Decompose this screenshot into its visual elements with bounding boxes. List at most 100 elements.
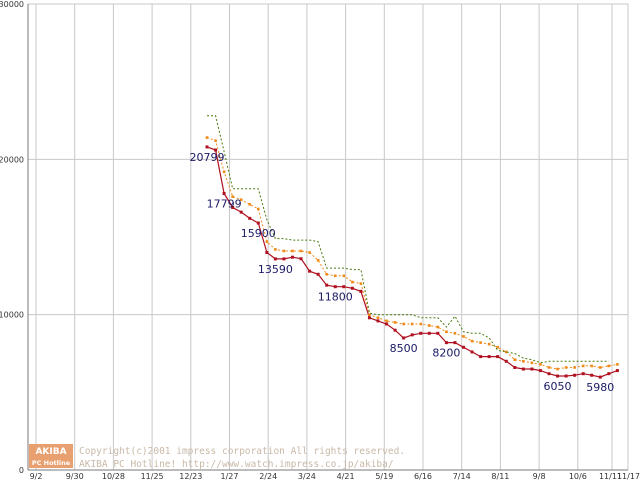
series-point-lowest — [402, 336, 406, 340]
y-tick-label: 10000 — [0, 311, 24, 320]
series-point-average — [239, 198, 243, 202]
data-label: 15900 — [241, 227, 276, 240]
data-label: 17799 — [207, 198, 242, 211]
series-point-average — [445, 330, 448, 334]
series-point-lowest — [325, 283, 329, 287]
series-point-lowest — [214, 148, 218, 152]
series-point-average — [257, 207, 260, 211]
series-point-lowest — [359, 289, 363, 293]
x-tick-label: 10/6 — [569, 472, 587, 480]
x-tick-label: 10/28 — [102, 472, 125, 480]
x-tick-label: 5/19 — [375, 472, 393, 480]
watermark: AKIBA PC Hotline Copyright(c)2001 impres… — [29, 444, 405, 470]
series-point-lowest — [367, 316, 371, 320]
y-tick-label: 30000 — [0, 0, 24, 9]
x-tick-label: 11/25 — [141, 472, 164, 480]
series-point-lowest — [308, 269, 312, 273]
x-tick-label: 2/24 — [259, 472, 277, 480]
series-point-lowest — [564, 374, 568, 378]
data-label: 13590 — [258, 263, 293, 276]
series-point-lowest — [538, 369, 542, 373]
series-point-lowest — [581, 372, 585, 376]
series-point-average — [428, 324, 431, 327]
x-tick-label: 3/24 — [298, 472, 316, 480]
series-point-lowest — [444, 341, 448, 345]
data-label: 8200 — [432, 347, 460, 360]
series-point-average — [487, 342, 491, 346]
series-point-lowest — [573, 373, 577, 377]
series-point-average — [359, 282, 363, 285]
series-point-average — [214, 139, 217, 142]
series-point-lowest — [248, 216, 252, 220]
series-point-average — [599, 366, 602, 369]
series-point-average — [274, 248, 277, 251]
series-point-lowest — [350, 286, 354, 290]
series-point-average — [342, 274, 346, 278]
logo-bottom-text: PC Hotline — [32, 459, 71, 467]
y-tick-label: 20000 — [0, 155, 24, 164]
series-point-lowest — [470, 350, 474, 354]
x-tick-label: 11/17 — [617, 472, 640, 480]
series-point-lowest — [231, 205, 235, 209]
data-label: 5980 — [586, 381, 614, 394]
series-point-average — [231, 195, 234, 198]
x-tick-label: 9/30 — [66, 472, 84, 480]
series-point-lowest — [607, 372, 611, 376]
series-point-lowest — [342, 285, 346, 289]
series-point-average — [581, 364, 585, 368]
data-label: 8500 — [390, 342, 418, 355]
series-point-average — [539, 363, 542, 366]
series-point-lowest — [453, 341, 457, 345]
series-point-average — [325, 272, 328, 276]
series-point-lowest — [547, 372, 551, 376]
series-point-lowest — [521, 367, 525, 371]
series-point-average — [316, 259, 320, 262]
series-lines — [205, 115, 619, 379]
x-tick-label: 8/11 — [491, 472, 509, 480]
data-label: 6050 — [544, 380, 572, 393]
series-point-average — [616, 363, 619, 366]
akiba-logo: AKIBA PC Hotline — [29, 444, 73, 468]
logo-top-box — [29, 444, 73, 457]
axes — [27, 4, 628, 471]
series-point-lowest — [479, 355, 483, 359]
data-labels: 20799 17799 15900 13590 11800 8500 8200 6050 598… — [190, 151, 615, 394]
series-point-lowest — [504, 359, 508, 363]
x-tick-label: 11/11 — [599, 472, 622, 480]
series-point-average — [462, 335, 465, 338]
series-point-lowest — [513, 365, 517, 369]
series-point-lowest — [436, 331, 440, 335]
series-point-lowest — [256, 221, 260, 225]
series-point-lowest — [316, 272, 320, 276]
series-point-average — [556, 367, 559, 371]
series-point-average — [205, 136, 209, 139]
series-point-lowest — [385, 322, 389, 326]
series-point-lowest — [393, 328, 397, 332]
series-point-average — [282, 249, 286, 253]
series-point-average — [333, 274, 337, 278]
series-point-average — [376, 316, 380, 320]
series-point-average — [299, 249, 303, 253]
series-point-average — [419, 322, 423, 326]
logo-top-text: AKIBA — [35, 447, 66, 457]
data-label: 11800 — [318, 291, 353, 304]
series-point-average — [513, 358, 517, 362]
series-point-lowest — [496, 355, 500, 359]
series-point-average — [410, 322, 414, 326]
series-point-average — [564, 366, 568, 369]
series-point-lowest — [530, 367, 534, 371]
series-point-average — [436, 325, 440, 329]
series-point-average — [248, 203, 252, 206]
series-point-average — [308, 251, 311, 254]
x-tick-label: 1/27 — [221, 472, 239, 480]
series-point-average — [453, 332, 457, 335]
grid-lines — [28, 3, 629, 471]
series-point-average — [547, 366, 551, 369]
series-point-lowest — [291, 255, 294, 259]
series-point-average — [351, 280, 354, 284]
series-point-lowest — [598, 375, 602, 379]
series-point-lowest — [462, 345, 465, 349]
logo-bottom-box — [29, 457, 73, 468]
series-point-average — [530, 361, 534, 365]
